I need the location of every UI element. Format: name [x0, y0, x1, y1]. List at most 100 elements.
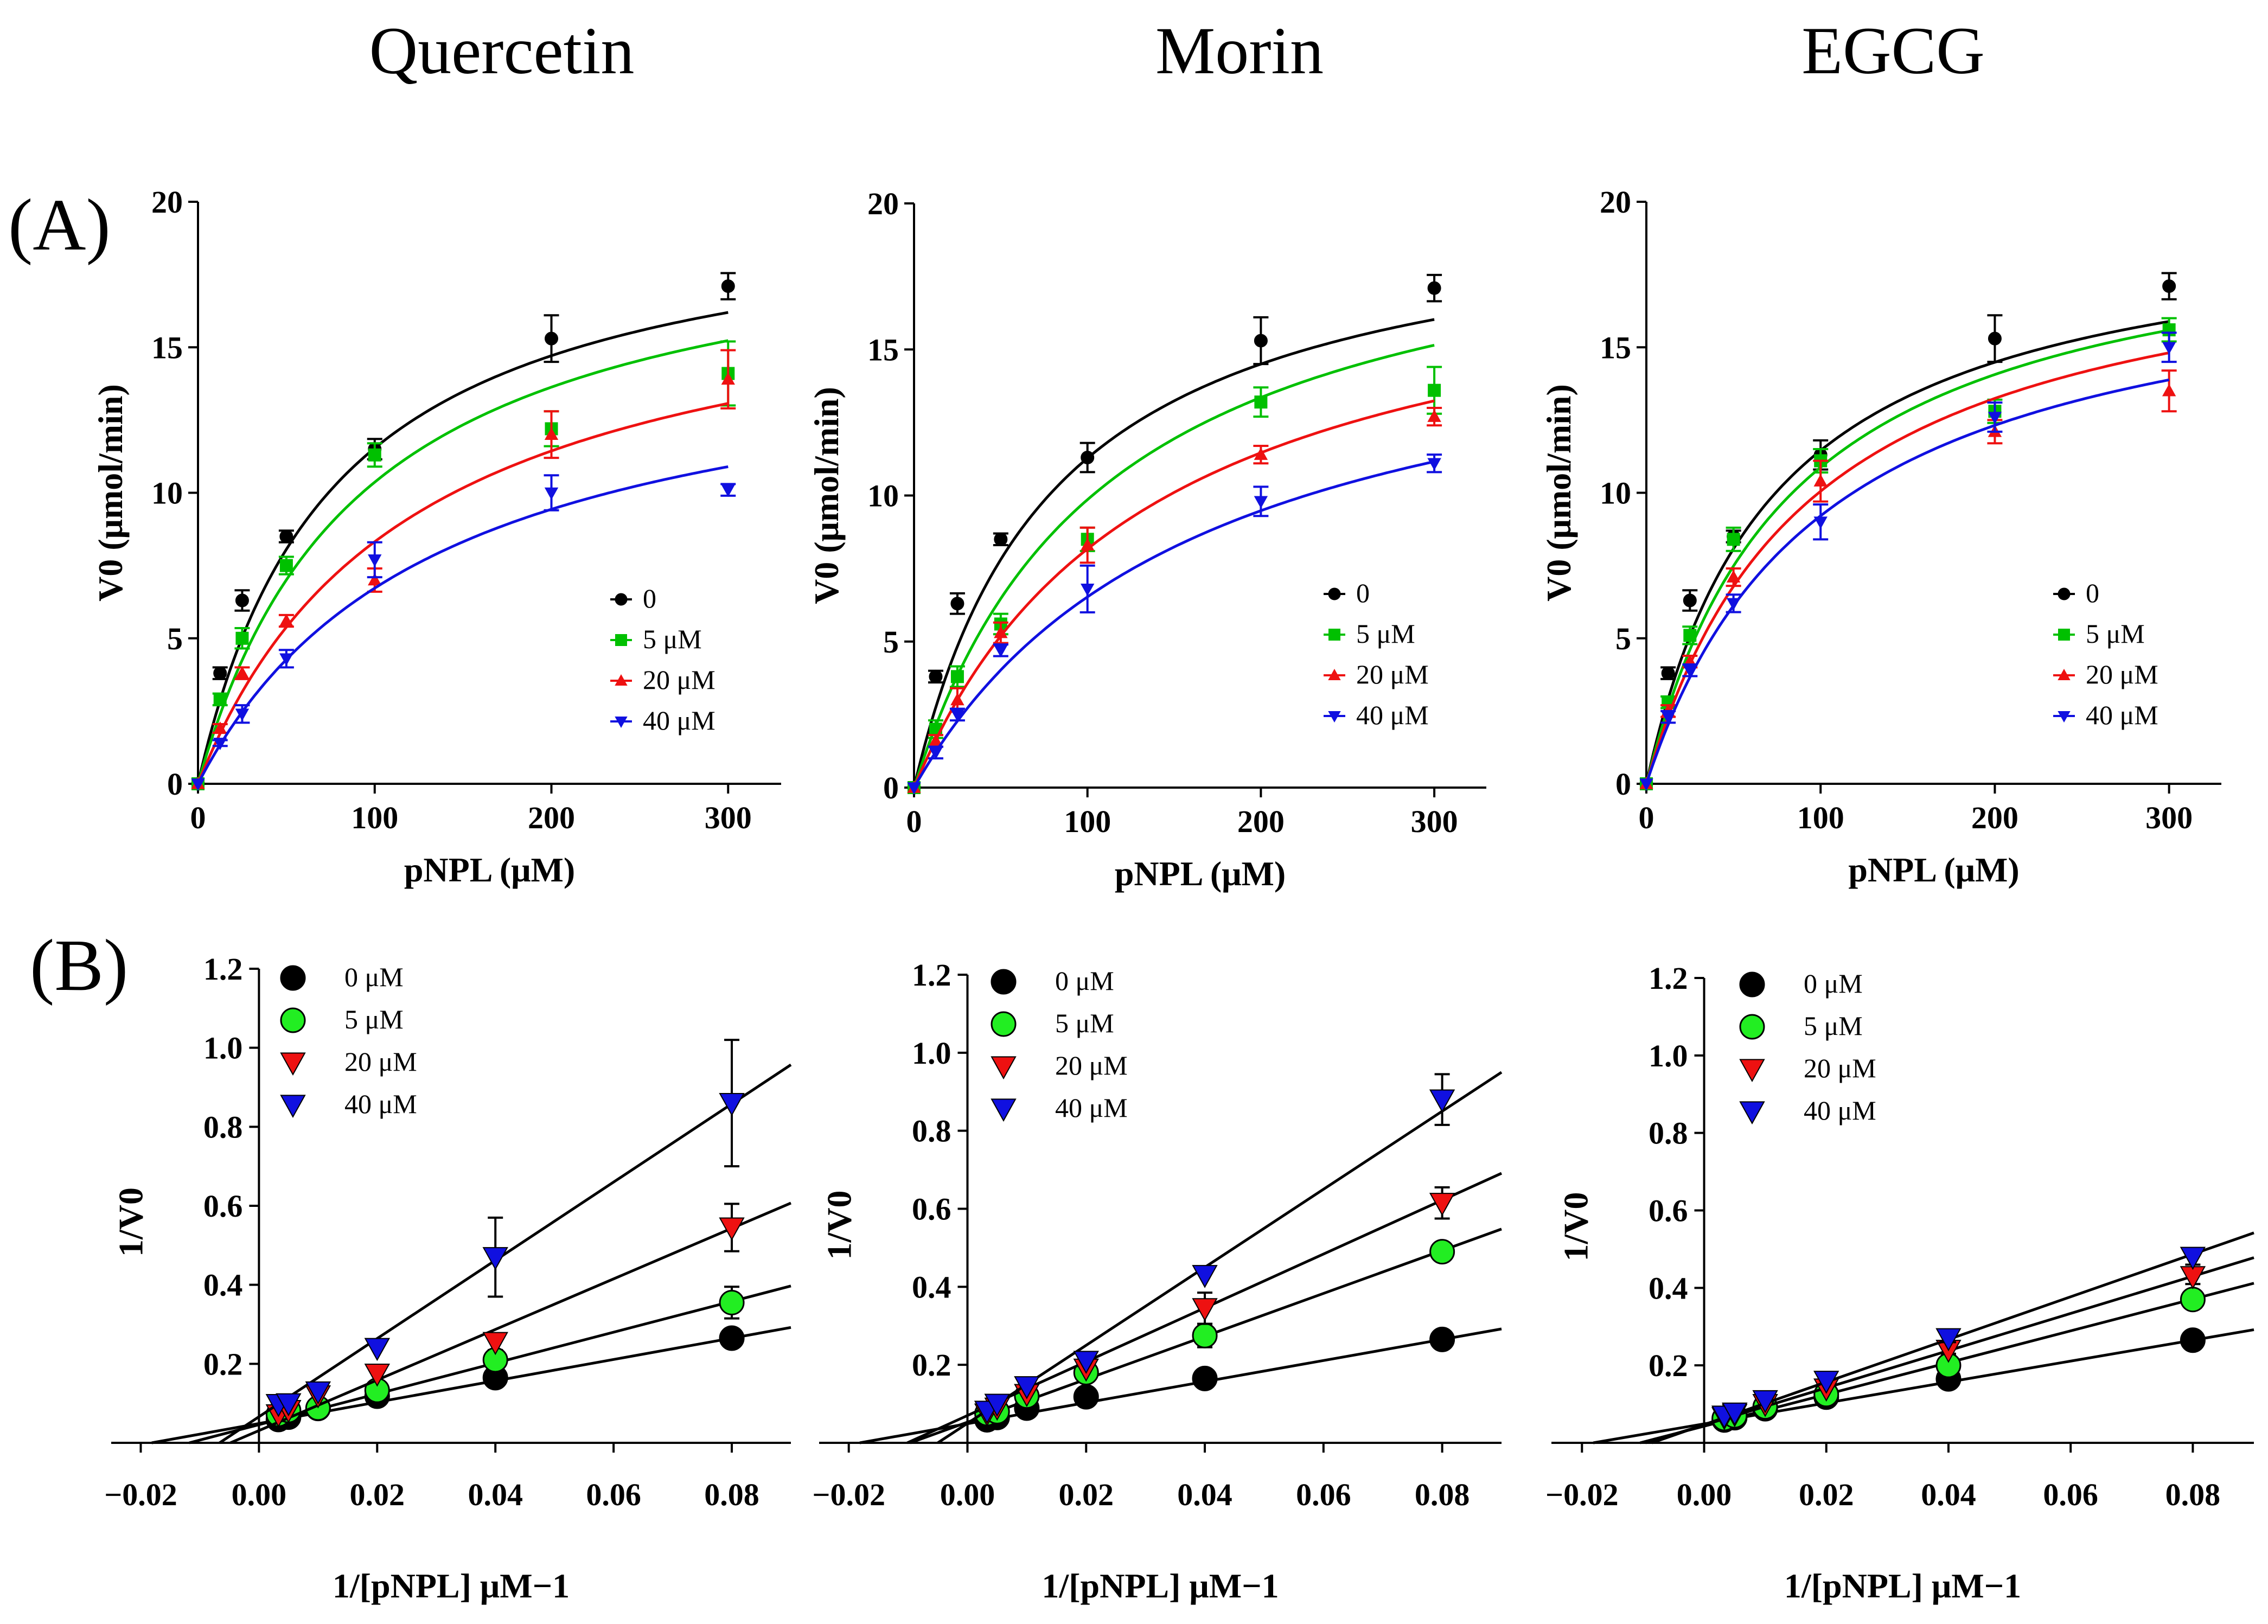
series-0-um: [1593, 1327, 2254, 1444]
y-tick-label: 0.6: [203, 1188, 243, 1224]
data-point: [721, 372, 735, 385]
y-tick-label: 20: [1600, 184, 1631, 220]
series-40-um: [937, 1071, 1503, 1444]
legend-marker: [615, 634, 627, 646]
legend-item-0: 0: [2053, 578, 2099, 608]
legend-item-0-um: 0 μM: [991, 966, 1114, 996]
legend-marker: [615, 593, 628, 606]
data-point: [719, 1217, 745, 1241]
y-tick-label: 1.0: [1649, 1038, 1688, 1073]
chart-b-morin: −0.02 0.00 0.02 0.04 0.06 0.08 0.2 0.4 0.6 0.8 1.0…: [812, 957, 1503, 1605]
data-point: [2162, 383, 2176, 397]
data-point: [1192, 1365, 1218, 1391]
y-tick-label: 1.0: [203, 1031, 243, 1066]
x-tick-label: 200: [1237, 804, 1285, 839]
data-point: [364, 1338, 391, 1361]
legend-marker: [991, 969, 1017, 995]
x-axis-title: pNPL (μM): [1115, 854, 1286, 893]
series-20-um: [229, 1201, 791, 1444]
data-point: [1683, 664, 1697, 677]
data-point: [235, 708, 250, 721]
legend-item-20-um: 20 μM: [280, 1046, 417, 1077]
data-point: [1722, 1402, 1748, 1426]
data-point: [1254, 334, 1268, 348]
data-point: [2162, 279, 2176, 293]
fit-curve: [196, 339, 729, 784]
data-point: [1988, 412, 2002, 425]
legend-marker: [2058, 668, 2071, 680]
x-tick-label: 0.04: [1921, 1477, 1976, 1512]
x-tick-label: 0.02: [1059, 1477, 1114, 1512]
y-tick-label: 20: [151, 184, 183, 220]
x-tick-label: 200: [1971, 800, 2018, 835]
data-point: [721, 279, 735, 293]
legend-marker: [2058, 629, 2070, 641]
y-tick-label: 0.8: [1649, 1116, 1688, 1151]
data-point: [213, 721, 227, 734]
y-tick-label: 1.0: [912, 1035, 951, 1071]
legend-item-40-um: 40 μM: [991, 1092, 1128, 1123]
data-point: [279, 653, 293, 666]
legend-label: 0: [2086, 578, 2099, 608]
x-tick-label: 0.04: [468, 1477, 523, 1512]
data-point: [929, 747, 943, 760]
legend-label: 40 μM: [1804, 1095, 1876, 1126]
data-point: [213, 693, 227, 706]
panel-label-a: (A): [8, 184, 111, 266]
legend-label: 20 μM: [1804, 1053, 1876, 1083]
data-point: [1427, 458, 1441, 471]
data-point: [2180, 1287, 2206, 1313]
data-point: [1192, 1322, 1218, 1348]
chart-b-egcg: −0.02 0.00 0.02 0.04 0.06 0.08 0.2 0.4 0.6 0.8 1.0…: [1545, 961, 2254, 1605]
legend-marker: [991, 1011, 1017, 1037]
y-axis-title: 1/V0: [111, 1187, 150, 1257]
data-point: [1683, 593, 1697, 608]
x-tick-label: 100: [351, 800, 398, 835]
column-title-egcg: EGCG: [1801, 14, 1985, 88]
column-title-morin: Morin: [1155, 14, 1324, 88]
x-tick-label: 100: [1797, 800, 1844, 835]
data-point: [279, 559, 293, 572]
x-tick-label: 0.08: [704, 1477, 759, 1512]
data-point: [1813, 1371, 1839, 1394]
data-point: [1429, 1193, 1455, 1216]
legend-item-5-um: 5 μM: [610, 624, 702, 654]
x-tick-label: 0.06: [1296, 1477, 1351, 1512]
y-tick-label: 1.2: [1649, 961, 1688, 996]
data-point: [1080, 584, 1095, 596]
y-axis-title: V0 (μmol/min): [91, 384, 130, 602]
y-tick-label: 0.8: [203, 1109, 243, 1145]
chart-b-quercetin: −0.02 0.00 0.02 0.04 0.06 0.08 0.2 0.4 0.6 0.8 1.0…: [104, 951, 792, 1605]
x-axis-title: pNPL (μM): [404, 851, 575, 889]
legend-marker: [1739, 1101, 1765, 1125]
legend-marker: [1739, 1014, 1765, 1040]
legend-marker: [1328, 587, 1341, 600]
data-point: [929, 669, 943, 683]
data-point: [368, 573, 382, 586]
legend-marker: [2058, 711, 2071, 723]
x-tick-label: 0.06: [2043, 1477, 2098, 1512]
data-point: [950, 709, 964, 722]
data-point: [1429, 1326, 1455, 1352]
legend-label: 40 μM: [344, 1089, 417, 1119]
data-point: [994, 532, 1008, 546]
legend: 0 μM 5 μM 20 μM 40 μM: [280, 962, 417, 1119]
legend-label: 40 μM: [643, 705, 715, 736]
y-tick-label: 5: [883, 624, 899, 660]
x-tick-label: −0.02: [104, 1477, 177, 1512]
legend-item-5-um: 5 μM: [280, 1004, 404, 1034]
legend-marker: [615, 717, 628, 728]
y-tick-label: 20: [867, 186, 899, 221]
data-point: [994, 625, 1008, 638]
fit-curve: [196, 311, 729, 784]
panel-label-b: (B): [30, 925, 128, 1006]
data-point: [1192, 1265, 1218, 1288]
legend-label: 20 μM: [1356, 659, 1429, 689]
x-tick-label: 0: [190, 800, 206, 835]
legend-item-40-um: 40 μM: [280, 1089, 417, 1119]
x-axis-title: 1/[pNPL] μM−1: [1042, 1567, 1279, 1605]
data-point: [1935, 1328, 1962, 1352]
legend-label: 5 μM: [344, 1004, 404, 1034]
series-40-um: [907, 453, 1442, 795]
